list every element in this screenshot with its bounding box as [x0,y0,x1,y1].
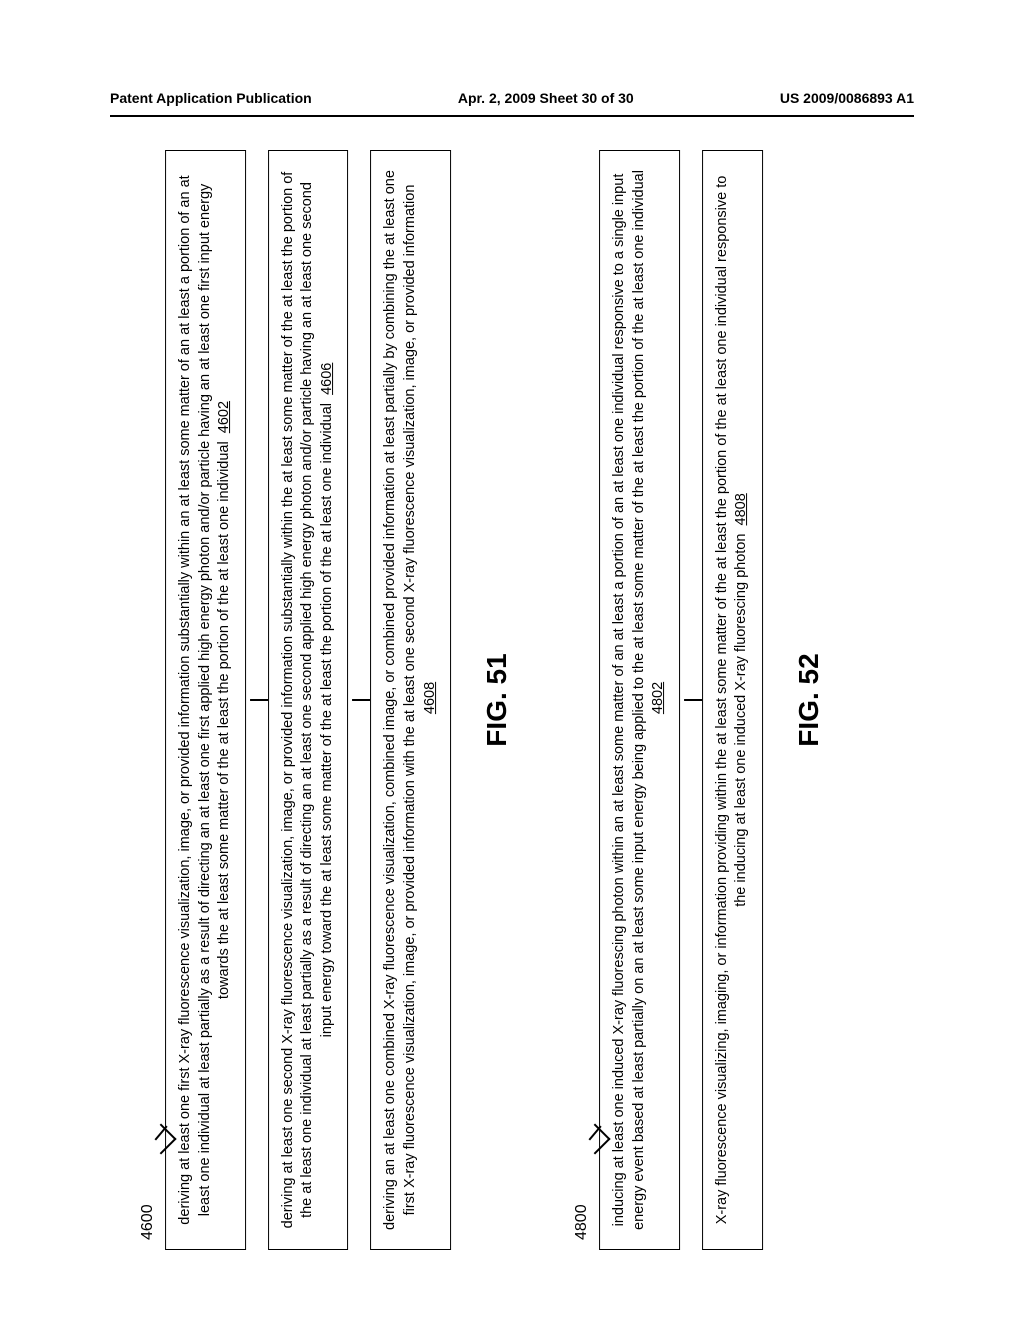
flowchart-box: deriving at least one first X-ray fluore… [165,150,246,1250]
header-center: Apr. 2, 2009 Sheet 30 of 30 [458,90,634,106]
box-text: deriving at least one second X-ray fluor… [280,172,335,1229]
step-ref: 4802 [650,682,666,714]
connector-line [250,699,268,701]
ref-number-text: 4800 [573,1204,590,1240]
header-divider [110,115,914,117]
box-text: deriving an at least one combined X-ray … [382,170,418,1230]
flowchart-box: inducing at least one induced X-ray fluo… [599,150,680,1250]
ref-4600: 4600 [139,150,157,1240]
connector-line [684,699,702,701]
flowchart-box: X-ray fluorescence visualizing, imaging,… [702,150,763,1250]
ref-4800: 4800 [573,150,591,1240]
step-ref: 4608 [422,682,438,714]
page-header: Patent Application Publication Apr. 2, 2… [0,90,1024,106]
rotated-content: 4600 deriving at least one first X-ray f… [139,150,885,1250]
flowchart-box: deriving an at least one combined X-ray … [370,150,451,1250]
box-text: X-ray fluorescence visualizing, imaging,… [714,176,750,1225]
step-ref: 4606 [319,363,335,395]
figure-label-51: FIG. 51 [481,150,513,1250]
header-left: Patent Application Publication [110,90,312,106]
figure-label-52: FIG. 52 [793,150,825,1250]
header-right: US 2009/0086893 A1 [780,90,914,106]
ref-number-text: 4600 [139,1204,156,1240]
connector-line [352,699,370,701]
step-ref: 4602 [216,401,232,433]
box-text: inducing at least one induced X-ray fluo… [611,170,647,1230]
flowchart-52: 4800 inducing at least one induced X-ray… [573,150,825,1250]
flowchart-box: deriving at least one second X-ray fluor… [268,150,349,1250]
step-ref: 4808 [733,493,749,525]
flowchart-51: 4600 deriving at least one first X-ray f… [139,150,513,1250]
box-text: deriving at least one first X-ray fluore… [177,175,232,1224]
